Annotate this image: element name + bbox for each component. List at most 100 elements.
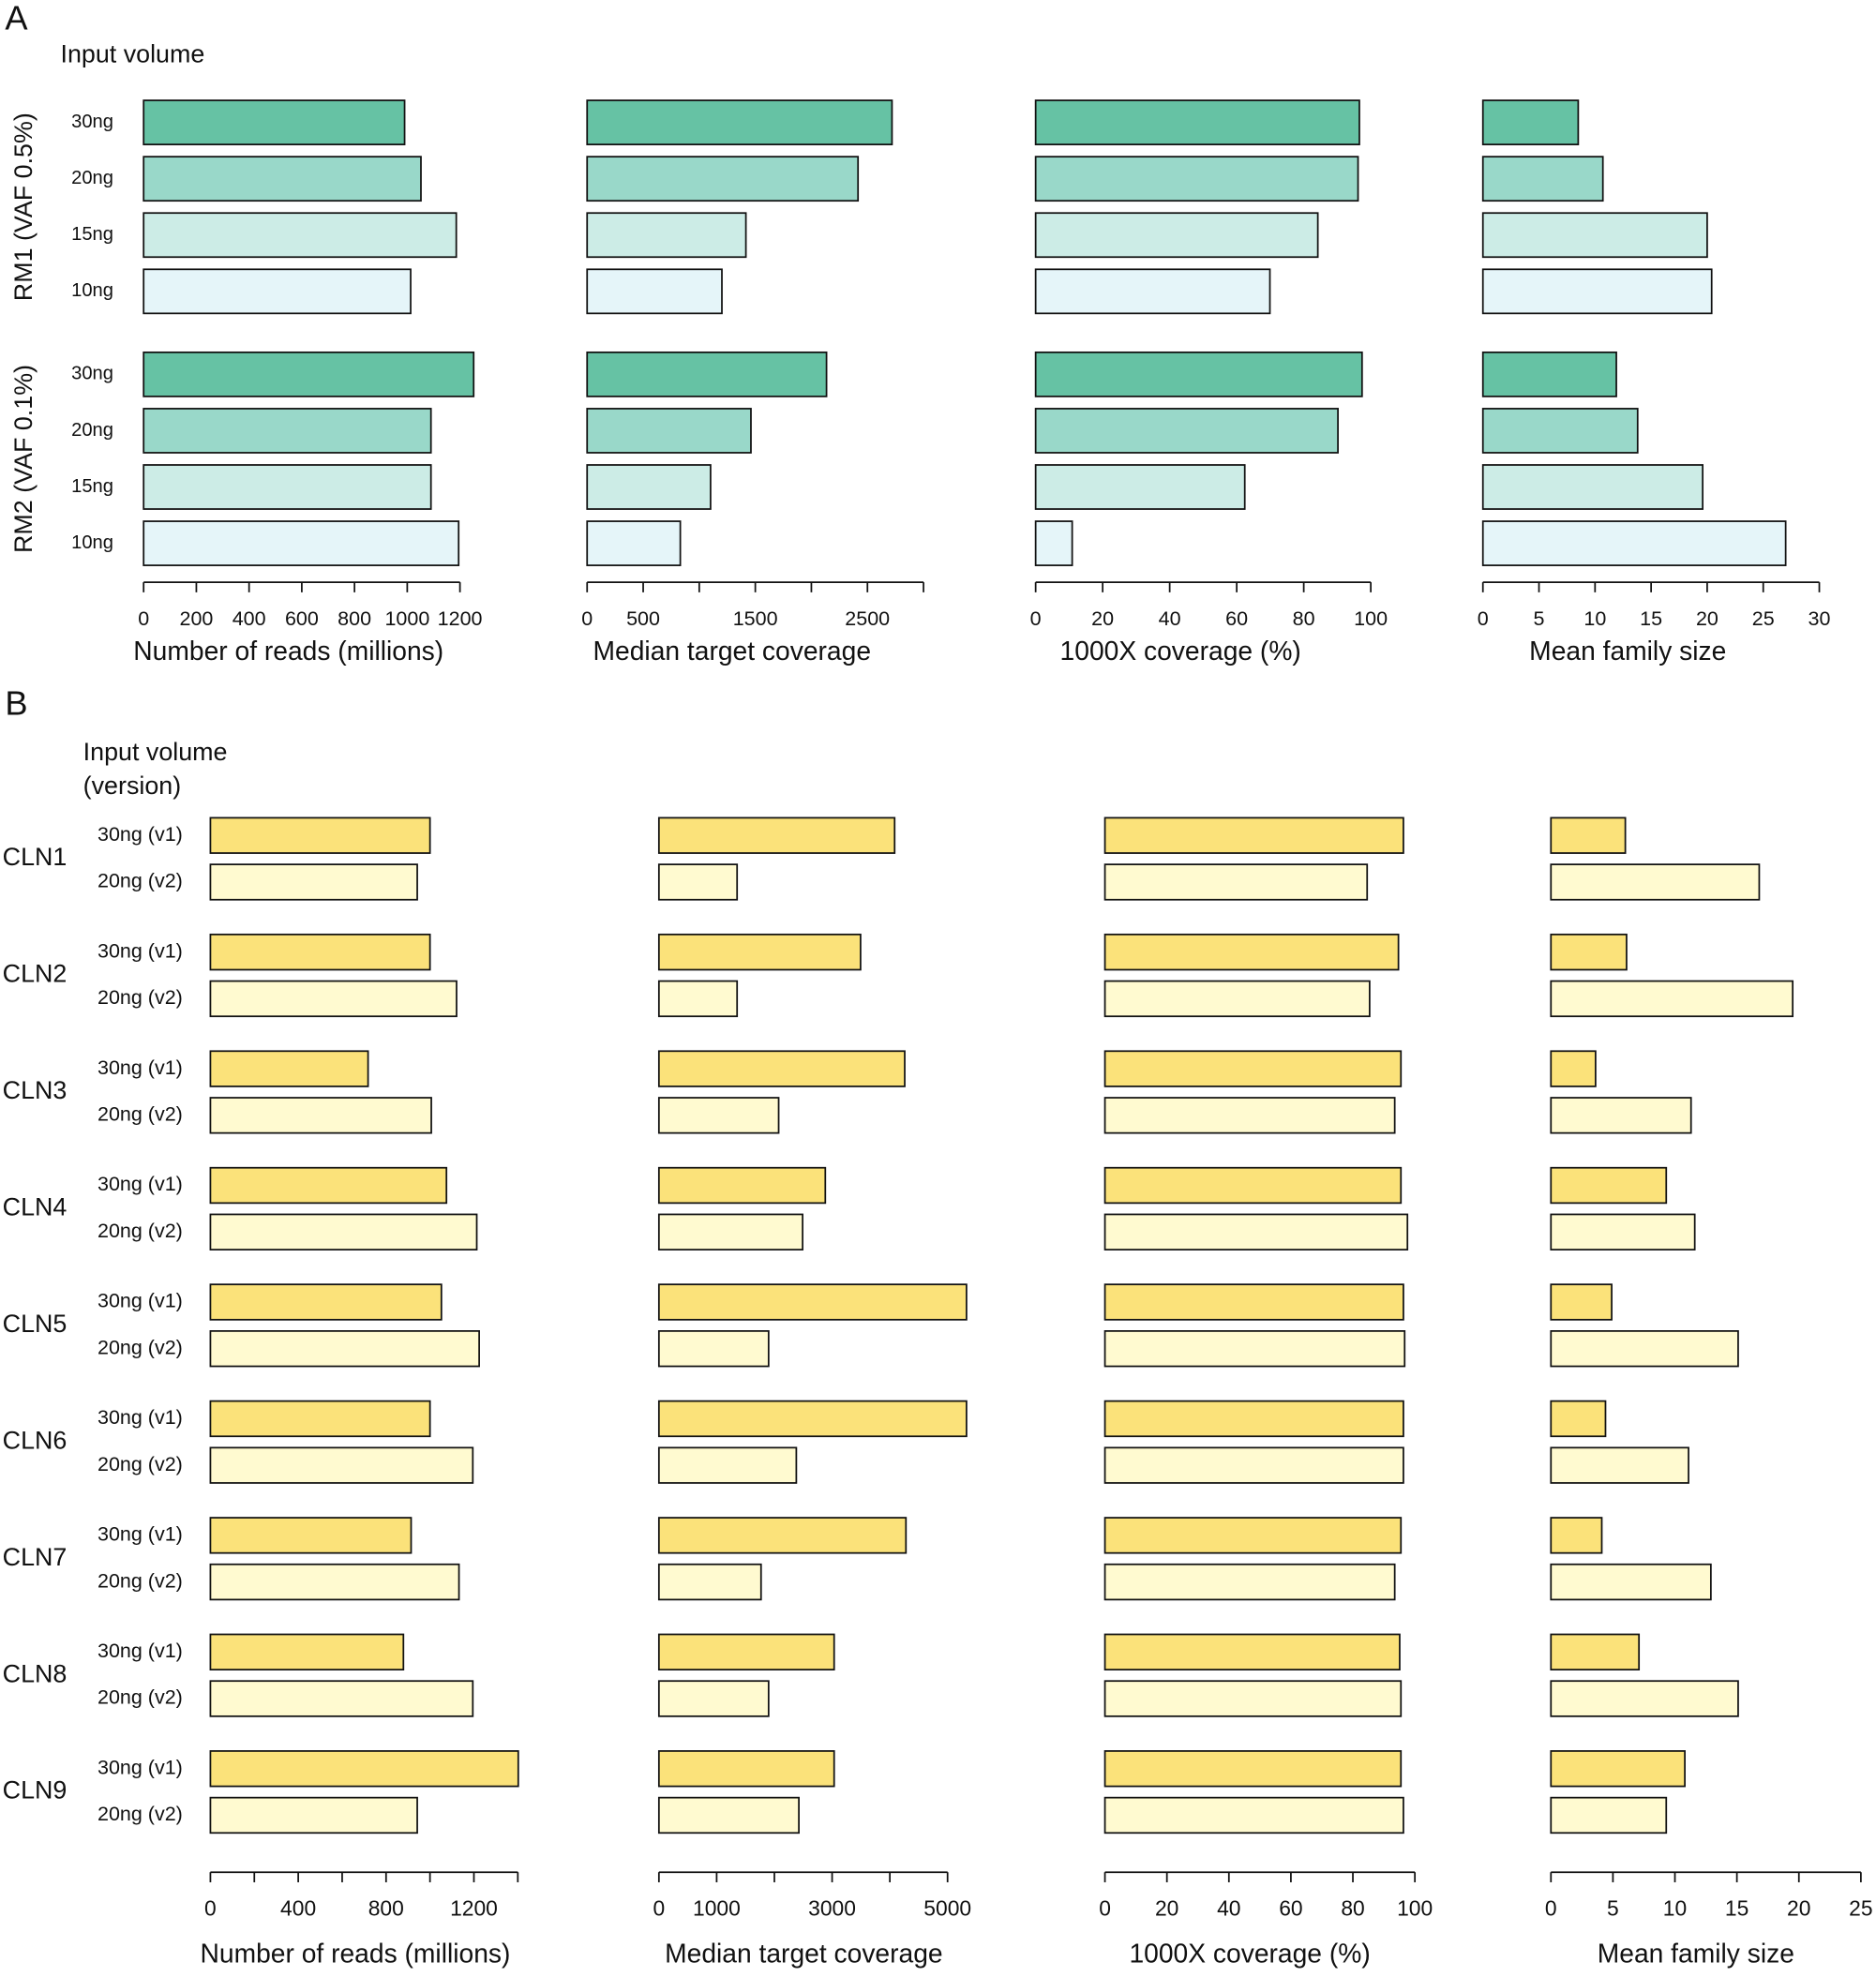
group-label: CLN1 <box>3 843 68 871</box>
x-tick-label: 20 <box>1696 607 1718 630</box>
bar <box>209 1563 460 1601</box>
x-axis-title: Median target coverage <box>665 1938 942 1968</box>
bar <box>209 1213 478 1251</box>
bar <box>586 520 682 566</box>
x-tick-label: 1200 <box>450 1896 498 1921</box>
bar <box>1550 1050 1597 1087</box>
x-tick-label: 20 <box>1091 607 1114 630</box>
bar <box>209 1796 418 1835</box>
bar <box>657 1400 968 1438</box>
x-tick-label: 15 <box>1725 1896 1748 1921</box>
bar <box>657 863 739 901</box>
x-axis-title: Mean family size <box>1598 1938 1794 1968</box>
category-label: 20ng (v2) <box>98 870 183 892</box>
x-axis-title: Number of reads (millions) <box>133 636 443 666</box>
bar <box>1103 1796 1404 1835</box>
bar <box>1103 1166 1403 1205</box>
bar <box>209 863 418 901</box>
group-label: CLN4 <box>3 1192 68 1221</box>
x-axis-title: Mean family size <box>1529 636 1726 666</box>
bar <box>1550 1213 1696 1251</box>
category-label: 10ng <box>71 532 113 553</box>
bar <box>1550 1330 1739 1368</box>
bar <box>143 408 432 454</box>
bar <box>586 99 893 145</box>
category-label: 30ng (v1) <box>98 939 183 962</box>
category-label: 15ng <box>71 476 113 497</box>
bar <box>1550 1166 1668 1205</box>
bar <box>209 980 458 1018</box>
bar <box>657 1446 798 1484</box>
x-tick-label: 0 <box>653 1896 665 1921</box>
bar <box>1034 408 1339 454</box>
bar <box>1103 1563 1396 1601</box>
category-label: 30ng <box>71 364 113 384</box>
category-label: 30ng (v1) <box>98 1056 183 1079</box>
bar <box>586 156 860 202</box>
bar <box>657 1563 762 1601</box>
bar <box>657 1750 835 1788</box>
category-label: 20ng (v2) <box>98 1569 183 1592</box>
group-label: CLN5 <box>3 1310 68 1338</box>
bar <box>1103 1213 1409 1251</box>
group-label: CLN2 <box>3 960 68 988</box>
bar <box>657 1330 770 1368</box>
bar <box>586 464 712 510</box>
bar <box>1550 1563 1712 1601</box>
group-label: RM2 (VAF 0.1%) <box>9 365 38 553</box>
bar <box>1481 268 1713 315</box>
x-tick-label: 0 <box>204 1896 217 1921</box>
category-label: 15ng <box>71 224 113 245</box>
bar <box>209 1283 443 1321</box>
group-label: CLN6 <box>3 1426 68 1454</box>
bar <box>143 156 422 202</box>
x-tick-label: 20 <box>1155 1896 1178 1921</box>
bar <box>209 816 431 854</box>
bar <box>657 1283 968 1321</box>
x-tick-label: 80 <box>1293 607 1315 630</box>
row-header: Input volume <box>83 738 228 766</box>
category-label: 20ng (v2) <box>98 1686 183 1709</box>
bar <box>1550 1680 1739 1717</box>
x-tick-label: 0 <box>138 607 149 630</box>
bar <box>1550 863 1761 901</box>
bar <box>1034 99 1360 145</box>
bar <box>143 212 458 259</box>
bar <box>1034 520 1073 566</box>
bar <box>143 351 475 397</box>
x-tick-label: 400 <box>280 1896 316 1921</box>
x-tick-label: 200 <box>179 607 213 630</box>
bar <box>1481 99 1580 145</box>
bar <box>1103 933 1400 971</box>
bar <box>1550 1796 1668 1835</box>
bar <box>1103 1633 1401 1670</box>
category-label: 20ng (v2) <box>98 1220 183 1242</box>
bar <box>1103 1097 1396 1134</box>
bar <box>1103 1750 1403 1788</box>
bar <box>209 933 431 971</box>
x-tick-label: 60 <box>1279 1896 1302 1921</box>
group-label: RM1 (VAF 0.5%) <box>9 112 38 301</box>
x-axis-title: Number of reads (millions) <box>201 1938 511 1968</box>
category-label: 10ng <box>71 280 113 301</box>
x-tick-label: 0 <box>1099 1896 1111 1921</box>
bar <box>209 1400 431 1438</box>
x-tick-label: 800 <box>368 1896 404 1921</box>
category-label: 20ng (v2) <box>98 1803 183 1825</box>
x-tick-label: 40 <box>1159 607 1181 630</box>
bar <box>1103 1680 1403 1717</box>
bar <box>1481 520 1787 566</box>
bar <box>657 980 739 1018</box>
x-tick-label: 400 <box>233 607 266 630</box>
bar <box>143 268 412 315</box>
bar <box>1103 1517 1403 1554</box>
x-tick-label: 10 <box>1583 607 1606 630</box>
bar <box>143 464 432 510</box>
category-label: 30ng <box>71 112 113 132</box>
bar <box>657 933 862 971</box>
x-tick-label: 2500 <box>845 607 890 630</box>
x-tick-label: 0 <box>1030 607 1042 630</box>
x-tick-label: 5000 <box>923 1896 971 1921</box>
x-tick-label: 800 <box>338 607 371 630</box>
bar <box>1550 1750 1686 1788</box>
